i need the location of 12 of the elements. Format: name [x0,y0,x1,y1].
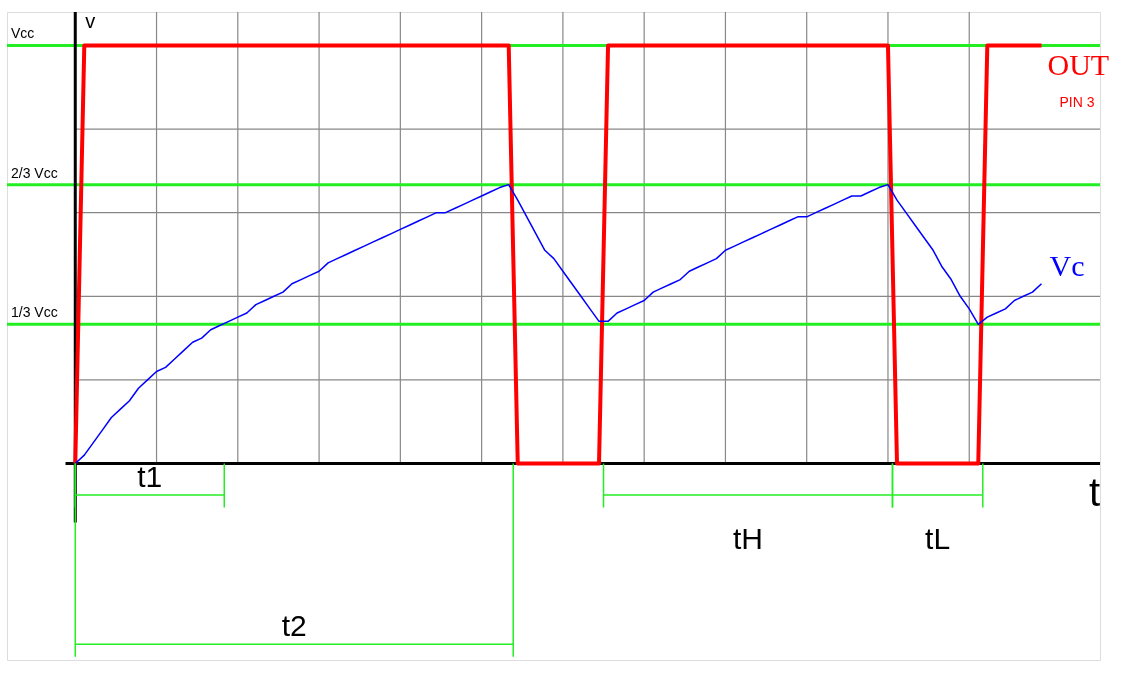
text: tL [925,521,951,555]
ref-line-label: Vcc [11,25,35,42]
ref-line-label: 1/3 Vcc [11,304,58,321]
annotation: t1 [137,459,163,493]
text: t2 [281,609,307,643]
y-axis-title: v [85,10,96,32]
ref-line-label: 2/3 Vcc [11,164,58,181]
text: tH [733,521,764,555]
x-axis-title: t [1088,469,1100,514]
series-label: Vc [1049,248,1085,282]
text: PIN 3 [1059,94,1095,111]
series-label: OUT [1047,48,1110,82]
